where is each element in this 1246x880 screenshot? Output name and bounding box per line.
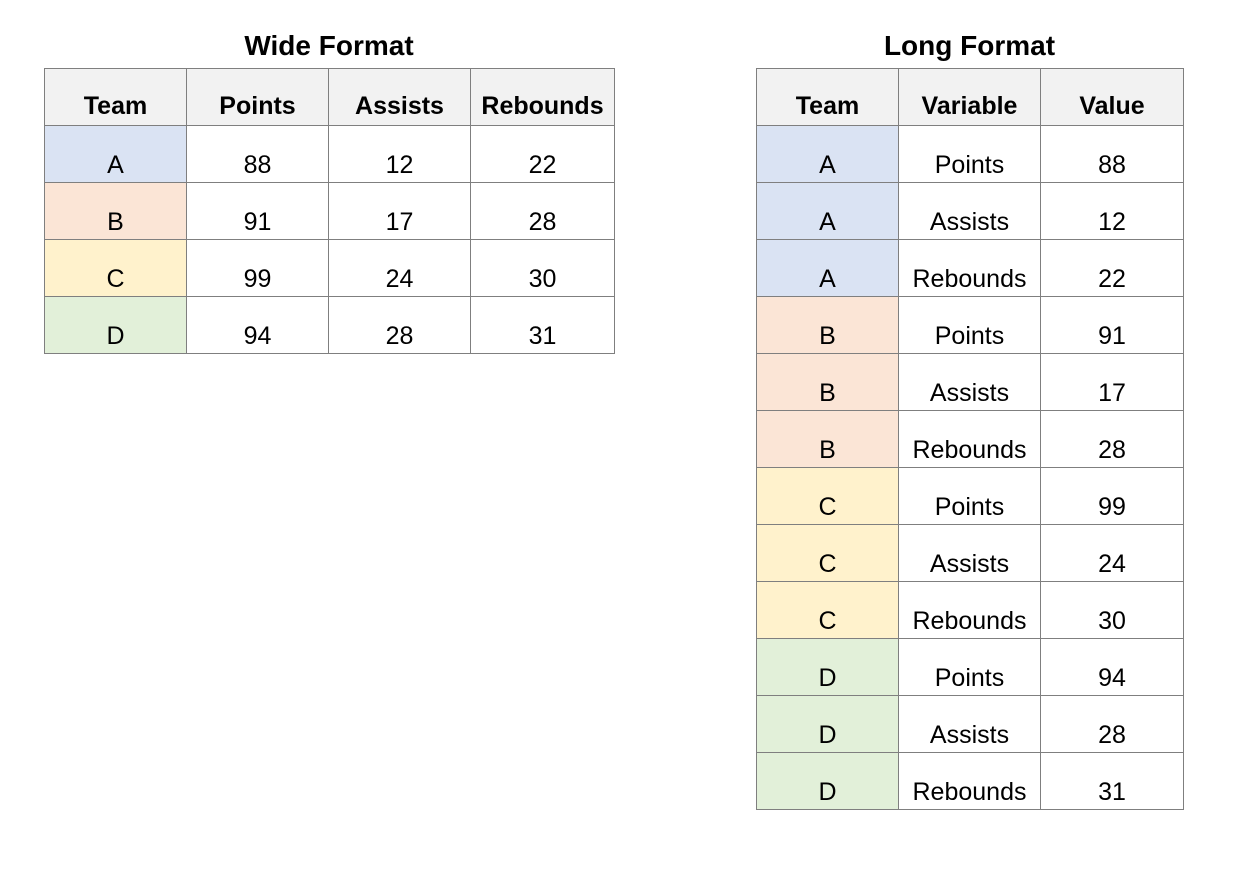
variable-cell: Rebounds [898,239,1041,297]
table-row: D Rebounds 31 [756,752,1184,810]
table-row: B 91 17 28 [44,182,615,240]
variable-cell: Rebounds [898,410,1041,468]
variable-cell: Points [898,125,1041,183]
long-format-header: Team Variable Value [756,68,1184,126]
table-row: A 88 12 22 [44,125,615,183]
table-row: A Points 88 [756,125,1184,183]
team-cell: C [756,467,899,525]
table-header-row: Team Variable Value [756,68,1184,126]
variable-cell: Assists [898,353,1041,411]
value-cell: 99 [1040,467,1184,525]
column-header: Team [44,68,187,126]
variable-cell: Rebounds [898,752,1041,810]
assists-cell: 12 [328,125,471,183]
wide-format-table-block: Wide Format Team Points Assists Rebounds… [44,28,615,354]
table-row: A Assists 12 [756,182,1184,240]
variable-cell: Points [898,467,1041,525]
team-cell: D [756,752,899,810]
table-row: D Assists 28 [756,695,1184,753]
team-cell: A [756,182,899,240]
rebounds-cell: 30 [470,239,615,297]
table-row: C Rebounds 30 [756,581,1184,639]
column-header: Rebounds [470,68,615,126]
team-cell: B [756,296,899,354]
long-format-table: Team Variable Value A Points 88 A Assist… [756,68,1184,810]
long-format-table-block: Long Format Team Variable Value A Points… [756,28,1184,810]
team-cell: C [44,239,187,297]
team-cell: B [44,182,187,240]
team-cell: A [756,239,899,297]
column-header: Points [186,68,329,126]
assists-cell: 28 [328,296,471,354]
rebounds-cell: 31 [470,296,615,354]
value-cell: 30 [1040,581,1184,639]
team-cell: C [756,581,899,639]
variable-cell: Assists [898,524,1041,582]
column-header: Variable [898,68,1041,126]
long-format-body: A Points 88 A Assists 12 A Rebounds 22 B… [756,125,1184,810]
table-row: B Points 91 [756,296,1184,354]
team-cell: D [44,296,187,354]
wide-format-title: Wide Format [244,30,414,61]
long-format-title: Long Format [883,30,1056,61]
value-cell: 17 [1040,353,1184,411]
variable-cell: Assists [898,695,1041,753]
value-cell: 88 [1040,125,1184,183]
table-row: C Assists 24 [756,524,1184,582]
team-cell: A [44,125,187,183]
table-row: C Points 99 [756,467,1184,525]
value-cell: 94 [1040,638,1184,696]
rebounds-cell: 22 [470,125,615,183]
value-cell: 28 [1040,410,1184,468]
team-cell: B [756,410,899,468]
points-cell: 91 [186,182,329,240]
table-row: B Assists 17 [756,353,1184,411]
value-cell: 31 [1040,752,1184,810]
table-row: D Points 94 [756,638,1184,696]
variable-cell: Rebounds [898,581,1041,639]
variable-cell: Assists [898,182,1041,240]
team-cell: B [756,353,899,411]
team-cell: C [756,524,899,582]
table-header-row: Team Points Assists Rebounds [44,68,615,126]
wide-format-header: Team Points Assists Rebounds [44,68,615,126]
column-header: Assists [328,68,471,126]
value-cell: 12 [1040,182,1184,240]
table-row: A Rebounds 22 [756,239,1184,297]
variable-cell: Points [898,638,1041,696]
rebounds-cell: 28 [470,182,615,240]
column-header: Value [1040,68,1184,126]
variable-cell: Points [898,296,1041,354]
column-header: Team [756,68,899,126]
value-cell: 24 [1040,524,1184,582]
table-row: C 99 24 30 [44,239,615,297]
points-cell: 99 [186,239,329,297]
wide-format-body: A 88 12 22 B 91 17 28 C 99 24 30 D 94 28 [44,125,615,354]
table-row: D 94 28 31 [44,296,615,354]
points-cell: 94 [186,296,329,354]
value-cell: 22 [1040,239,1184,297]
value-cell: 28 [1040,695,1184,753]
assists-cell: 24 [328,239,471,297]
table-row: B Rebounds 28 [756,410,1184,468]
assists-cell: 17 [328,182,471,240]
team-cell: A [756,125,899,183]
wide-format-table: Team Points Assists Rebounds A 88 12 22 … [44,68,615,354]
team-cell: D [756,695,899,753]
team-cell: D [756,638,899,696]
points-cell: 88 [186,125,329,183]
value-cell: 91 [1040,296,1184,354]
